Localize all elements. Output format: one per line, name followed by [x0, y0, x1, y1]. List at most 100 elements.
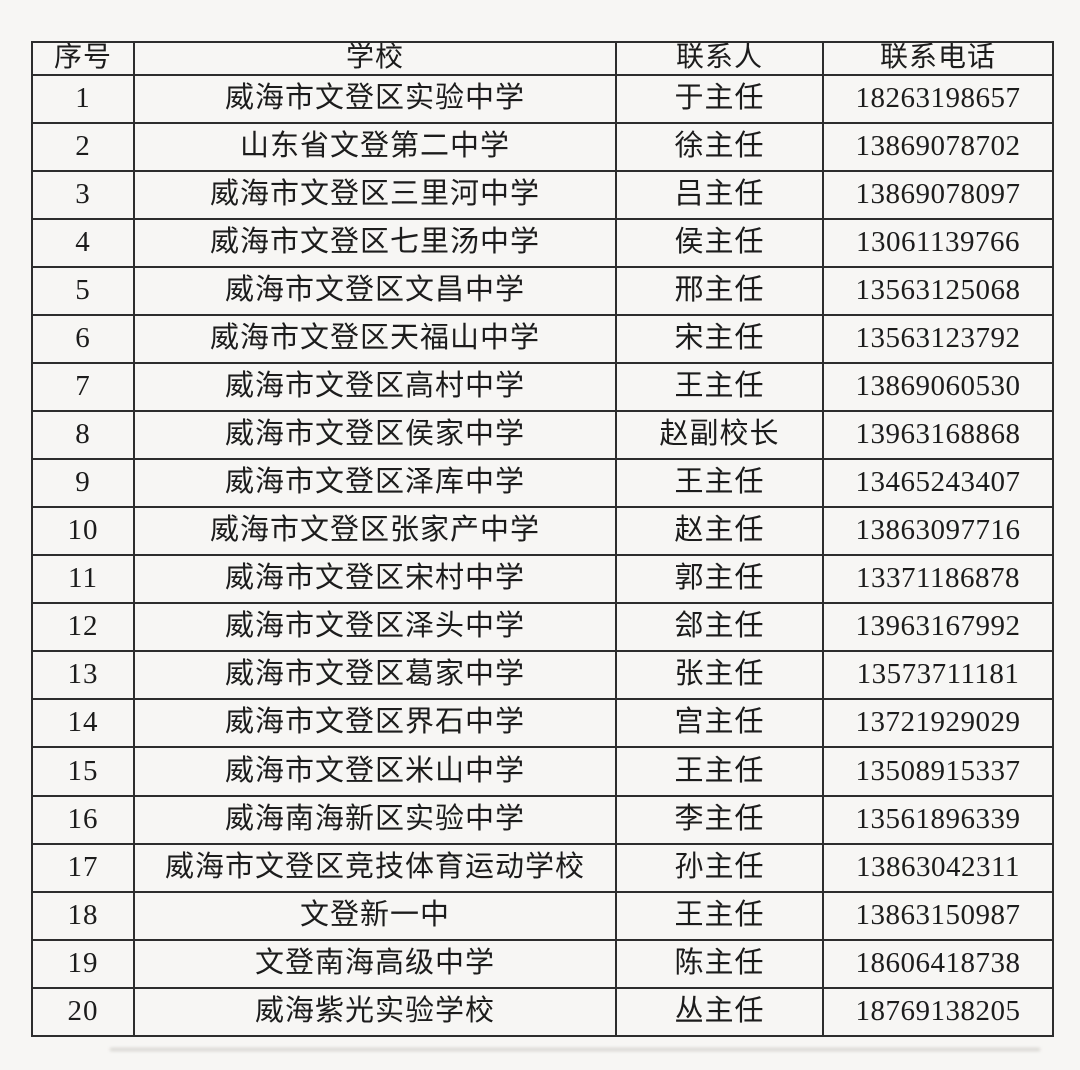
cell-index: 5 — [31, 265, 135, 317]
cell-school: 威海市文登区实验中学 — [133, 73, 617, 124]
cell-phone: 18769138205 — [822, 986, 1054, 1038]
cell-school: 威海市文登区泽头中学 — [133, 602, 617, 653]
cell-phone: 13721929029 — [822, 698, 1054, 749]
cell-index: 9 — [31, 458, 135, 509]
header-contact: 联系人 — [615, 41, 824, 76]
cell-index: 15 — [31, 746, 135, 797]
cell-contact: 宫主任 — [615, 698, 824, 749]
cell-school: 威海市文登区宋村中学 — [133, 554, 617, 605]
table-row: 20 威海紫光实验学校 丛主任 18769138205 — [31, 986, 1054, 1038]
cell-contact: 孙主任 — [615, 842, 824, 893]
table-row: 8 威海市文登区侯家中学 赵副校长 13963168868 — [31, 410, 1054, 461]
cell-index: 8 — [31, 410, 135, 461]
cell-school: 文登南海高级中学 — [133, 938, 617, 989]
cell-index: 16 — [31, 794, 135, 845]
cell-school: 威海市文登区竞技体育运动学校 — [133, 842, 617, 893]
cell-school: 山东省文登第二中学 — [133, 121, 617, 172]
cell-school: 威海市文登区文昌中学 — [133, 265, 617, 317]
cell-contact: 李主任 — [615, 794, 824, 845]
cell-school: 威海市文登区米山中学 — [133, 746, 617, 797]
table-row: 3 威海市文登区三里河中学 吕主任 13869078097 — [31, 169, 1054, 220]
table-row: 14 威海市文登区界石中学 宫主任 13721929029 — [31, 698, 1054, 749]
cell-school: 威海市文登区侯家中学 — [133, 410, 617, 461]
cell-index: 18 — [31, 890, 135, 941]
cell-phone: 13863097716 — [822, 506, 1054, 557]
cell-contact: 郐主任 — [615, 602, 824, 653]
cell-school: 威海紫光实验学校 — [133, 986, 617, 1038]
school-contact-table: 序号 学校 联系人 联系电话 1 威海市文登区实验中学 于主任 18263198657… — [31, 41, 1054, 1038]
cell-contact: 于主任 — [615, 73, 824, 124]
table-row: 7 威海市文登区高村中学 王主任 13869060530 — [31, 362, 1054, 413]
table-row: 1 威海市文登区实验中学 于主任 18263198657 — [31, 73, 1054, 124]
cell-phone: 13371186878 — [822, 554, 1054, 605]
cell-contact: 王主任 — [615, 890, 824, 941]
table-row: 6 威海市文登区天福山中学 宋主任 13563123792 — [31, 314, 1054, 365]
cell-phone: 13563123792 — [822, 314, 1054, 365]
cell-school: 威海市文登区天福山中学 — [133, 314, 617, 365]
cell-phone: 13869078097 — [822, 169, 1054, 220]
cell-index: 12 — [31, 602, 135, 653]
cell-contact: 徐主任 — [615, 121, 824, 172]
cell-contact: 王主任 — [615, 458, 824, 509]
table-row: 19 文登南海高级中学 陈主任 18606418738 — [31, 938, 1054, 989]
cell-contact: 陈主任 — [615, 938, 824, 989]
header-index: 序号 — [31, 41, 135, 76]
cell-phone: 13563125068 — [822, 265, 1054, 317]
cell-index: 7 — [31, 362, 135, 413]
cell-phone: 18263198657 — [822, 73, 1054, 124]
cell-index: 11 — [31, 554, 135, 605]
cell-contact: 侯主任 — [615, 217, 824, 268]
cell-index: 17 — [31, 842, 135, 893]
cell-phone: 13869060530 — [822, 362, 1054, 413]
table-row: 9 威海市文登区泽库中学 王主任 13465243407 — [31, 458, 1054, 509]
cell-school: 威海市文登区界石中学 — [133, 698, 617, 749]
cell-phone: 13869078702 — [822, 121, 1054, 172]
cell-contact: 张主任 — [615, 650, 824, 701]
table-row: 16 威海南海新区实验中学 李主任 13561896339 — [31, 794, 1054, 845]
cell-school: 文登新一中 — [133, 890, 617, 941]
table-row: 11 威海市文登区宋村中学 郭主任 13371186878 — [31, 554, 1054, 605]
cell-phone: 13508915337 — [822, 746, 1054, 797]
cutoff-content-smudge — [110, 1048, 1040, 1051]
cell-index: 2 — [31, 121, 135, 172]
cell-school: 威海市文登区七里汤中学 — [133, 217, 617, 268]
cell-phone: 13963167992 — [822, 602, 1054, 653]
cell-index: 3 — [31, 169, 135, 220]
cell-phone: 13863150987 — [822, 890, 1054, 941]
table-row: 4 威海市文登区七里汤中学 侯主任 13061139766 — [31, 217, 1054, 268]
cell-contact: 王主任 — [615, 362, 824, 413]
cell-phone: 13863042311 — [822, 842, 1054, 893]
table-row: 2 山东省文登第二中学 徐主任 13869078702 — [31, 121, 1054, 172]
cell-index: 10 — [31, 506, 135, 557]
cell-phone: 13465243407 — [822, 458, 1054, 509]
cell-index: 19 — [31, 938, 135, 989]
header-phone: 联系电话 — [822, 41, 1054, 76]
cell-school: 威海市文登区葛家中学 — [133, 650, 617, 701]
table-row: 18 文登新一中 王主任 13863150987 — [31, 890, 1054, 941]
cell-index: 20 — [31, 986, 135, 1038]
cell-school: 威海市文登区高村中学 — [133, 362, 617, 413]
cell-index: 14 — [31, 698, 135, 749]
cell-phone: 13061139766 — [822, 217, 1054, 268]
cell-index: 6 — [31, 314, 135, 365]
table-header-row: 序号 学校 联系人 联系电话 — [31, 41, 1054, 76]
cell-contact: 王主任 — [615, 746, 824, 797]
cell-index: 1 — [31, 73, 135, 124]
cell-index: 13 — [31, 650, 135, 701]
cell-school: 威海市文登区泽库中学 — [133, 458, 617, 509]
cell-contact: 丛主任 — [615, 986, 824, 1038]
cell-contact: 宋主任 — [615, 314, 824, 365]
cell-phone: 18606418738 — [822, 938, 1054, 989]
table-row: 17 威海市文登区竞技体育运动学校 孙主任 13863042311 — [31, 842, 1054, 893]
cell-contact: 赵主任 — [615, 506, 824, 557]
cell-phone: 13561896339 — [822, 794, 1054, 845]
cell-school: 威海市文登区三里河中学 — [133, 169, 617, 220]
cell-contact: 赵副校长 — [615, 410, 824, 461]
cell-index: 4 — [31, 217, 135, 268]
table-row: 10 威海市文登区张家产中学 赵主任 13863097716 — [31, 506, 1054, 557]
cell-school: 威海南海新区实验中学 — [133, 794, 617, 845]
cell-contact: 吕主任 — [615, 169, 824, 220]
table-row: 15 威海市文登区米山中学 王主任 13508915337 — [31, 746, 1054, 797]
table-row: 13 威海市文登区葛家中学 张主任 13573711181 — [31, 650, 1054, 701]
cell-contact: 邢主任 — [615, 265, 824, 317]
